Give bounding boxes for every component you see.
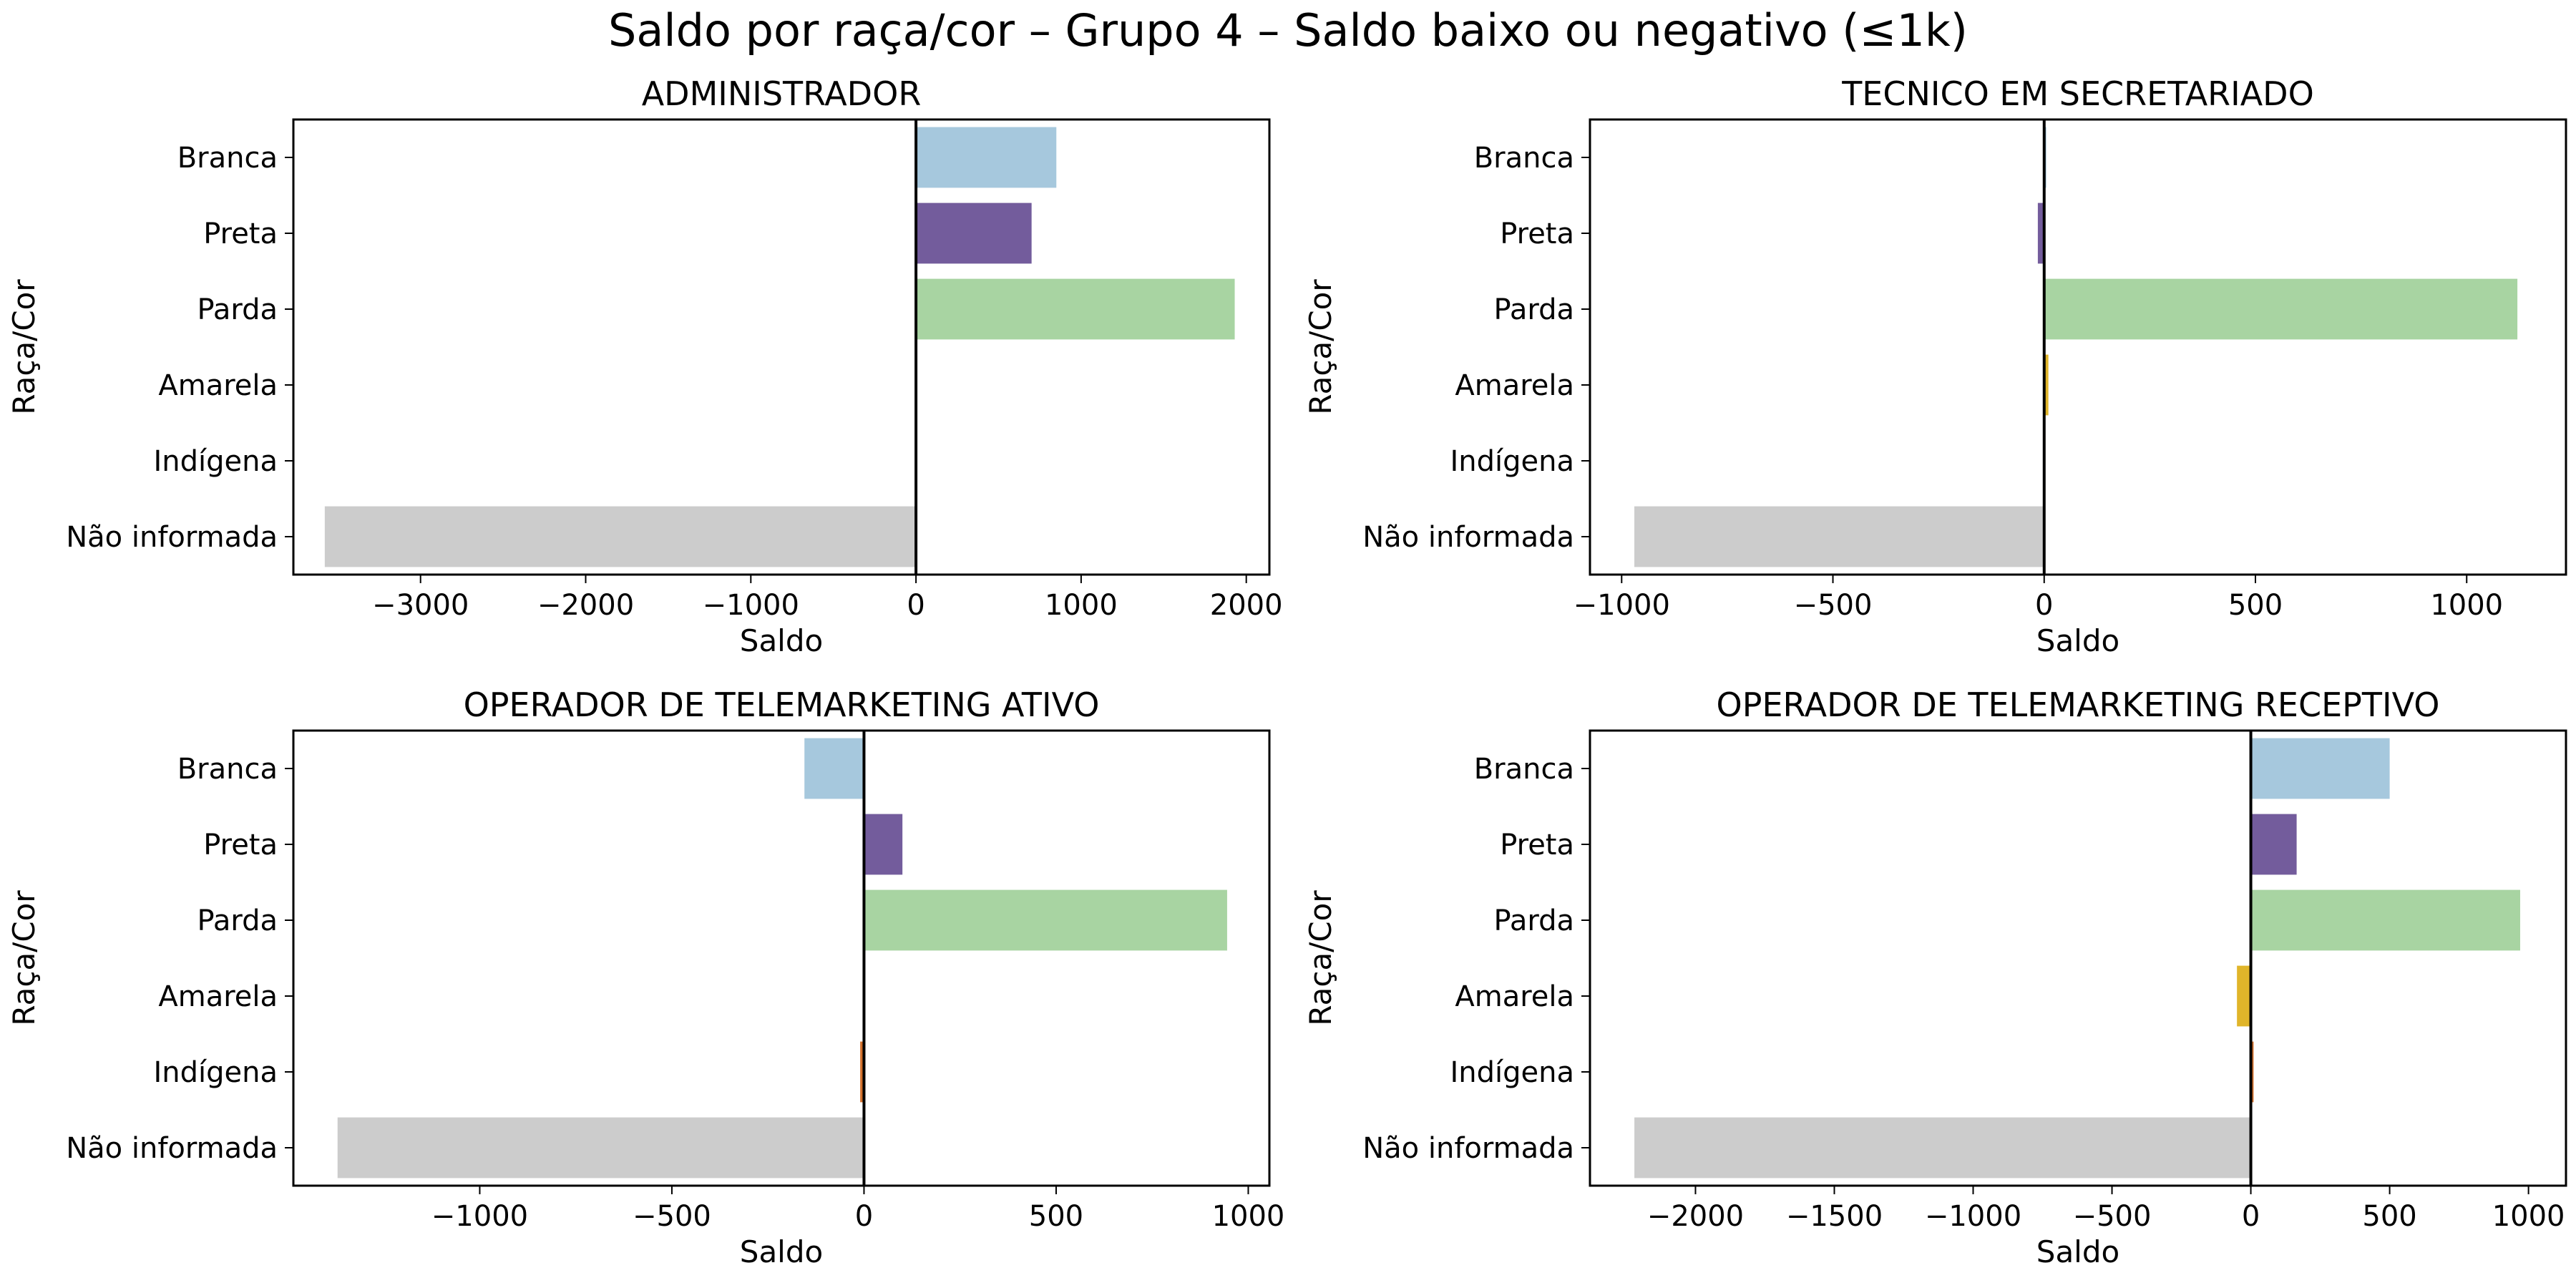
y-tick-label: Branca (1474, 753, 1574, 786)
subplot-title: OPERADOR DE TELEMARKETING RECEPTIVO (1717, 686, 2440, 724)
y-tick-label: Não informada (66, 521, 278, 554)
y-tick-label: Parda (197, 904, 278, 937)
x-tick-label: 1000 (1212, 1200, 1285, 1233)
x-tick-label: −1500 (1786, 1200, 1883, 1233)
x-tick-label: −1000 (431, 1200, 528, 1233)
y-tick-label: Branca (1474, 142, 1574, 175)
subplot-2: TECNICO EM SECRETARIADO Branca Preta Parda A… (1303, 74, 2567, 658)
plot-frame (292, 118, 1271, 576)
bar-3 (2044, 278, 2518, 340)
bar-6 (1634, 1117, 2251, 1179)
x-tick-label: 0 (2035, 589, 2053, 622)
bar-3 (916, 278, 1235, 340)
x-tick-label: 500 (1029, 1200, 1083, 1233)
x-tick-label: −500 (633, 1200, 711, 1233)
bar-6 (337, 1117, 864, 1179)
x-tick-label: −2000 (537, 589, 634, 622)
bar-6 (1634, 506, 2044, 567)
subplot-1: ADMINISTRADOR Branca Preta Parda Amarela Indí… (6, 74, 1283, 658)
bar-1 (2250, 738, 2390, 799)
subplot-3: OPERADOR DE TELEMARKETING ATIVO Branca Pre… (6, 686, 1284, 1269)
x-tick-label: −2000 (1647, 1200, 1744, 1233)
plot-frame (292, 729, 1271, 1187)
y-tick-label: Preta (203, 829, 278, 862)
y-axis-label: Raça/Cor (1303, 279, 1338, 415)
x-tick-label: 1000 (2492, 1200, 2565, 1233)
y-axis-label: Raça/Cor (6, 890, 42, 1026)
y-tick-label: Amarela (1455, 980, 1574, 1013)
x-tick-label: 0 (907, 589, 924, 622)
x-tick-label: 2000 (1210, 589, 1283, 622)
x-tick-label: −1000 (1925, 1200, 2021, 1233)
y-tick-label: Branca (177, 142, 278, 175)
x-tick-label: 0 (2242, 1200, 2260, 1233)
bar-1 (804, 738, 864, 799)
y-tick-label: Parda (1494, 904, 1574, 937)
x-axis-label: Saldo (740, 1234, 823, 1269)
plot-frame (1589, 118, 2567, 576)
bar-3 (2250, 889, 2520, 951)
y-tick-label: Indígena (1450, 445, 1574, 478)
x-axis-label: Saldo (740, 623, 823, 658)
y-tick-label: Preta (203, 218, 278, 250)
x-axis-label: Saldo (2036, 623, 2119, 658)
bar-3 (864, 889, 1227, 951)
y-tick-label: Indígena (1450, 1056, 1574, 1089)
y-tick-label: Amarela (1455, 369, 1574, 402)
subplot-title: TECNICO EM SECRETARIADO (1841, 74, 2314, 113)
bar-2 (2037, 203, 2044, 264)
figure-title: Saldo por raça/cor – Grupo 4 – Saldo bai… (608, 4, 1968, 57)
subplot-title: ADMINISTRADOR (642, 74, 922, 113)
x-tick-label: 0 (855, 1200, 873, 1233)
subplot-title: OPERADOR DE TELEMARKETING ATIVO (464, 686, 1100, 724)
y-tick-label: Amarela (158, 980, 278, 1013)
x-tick-label: 1000 (1045, 589, 1118, 622)
y-axis-label: Raça/Cor (1303, 890, 1338, 1026)
y-tick-label: Não informada (1362, 1132, 1574, 1165)
y-tick-label: Não informada (66, 1132, 278, 1165)
x-tick-label: −500 (2073, 1200, 2152, 1233)
y-axis-label: Raça/Cor (6, 279, 42, 415)
y-tick-label: Preta (1500, 218, 1574, 250)
bar-4 (2237, 965, 2251, 1027)
plot-frame (1589, 729, 2567, 1187)
y-tick-label: Indígena (153, 1056, 278, 1089)
y-tick-label: Amarela (158, 369, 278, 402)
x-tick-label: 500 (2362, 1200, 2416, 1233)
x-axis-label: Saldo (2036, 1234, 2119, 1269)
bar-2 (864, 814, 903, 875)
y-tick-label: Preta (1500, 829, 1574, 862)
x-tick-label: −1000 (703, 589, 799, 622)
y-tick-label: Não informada (1362, 521, 1574, 554)
bar-2 (916, 203, 1032, 264)
y-tick-label: Branca (177, 753, 278, 786)
bar-6 (324, 506, 917, 567)
x-tick-label: −1000 (1574, 589, 1670, 622)
x-tick-label: −500 (1794, 589, 1873, 622)
x-tick-label: −3000 (372, 589, 469, 622)
x-tick-label: 500 (2228, 589, 2283, 622)
bar-5 (860, 1041, 864, 1103)
y-tick-label: Indígena (153, 445, 278, 478)
y-tick-label: Parda (197, 293, 278, 326)
bar-1 (916, 127, 1057, 188)
bar-4 (2044, 354, 2049, 416)
bar-2 (2250, 814, 2297, 875)
x-tick-label: 1000 (2430, 589, 2503, 622)
subplot-4: OPERADOR DE TELEMARKETING RECEPTIVO Branc… (1303, 686, 2567, 1269)
y-tick-label: Parda (1494, 293, 1574, 326)
